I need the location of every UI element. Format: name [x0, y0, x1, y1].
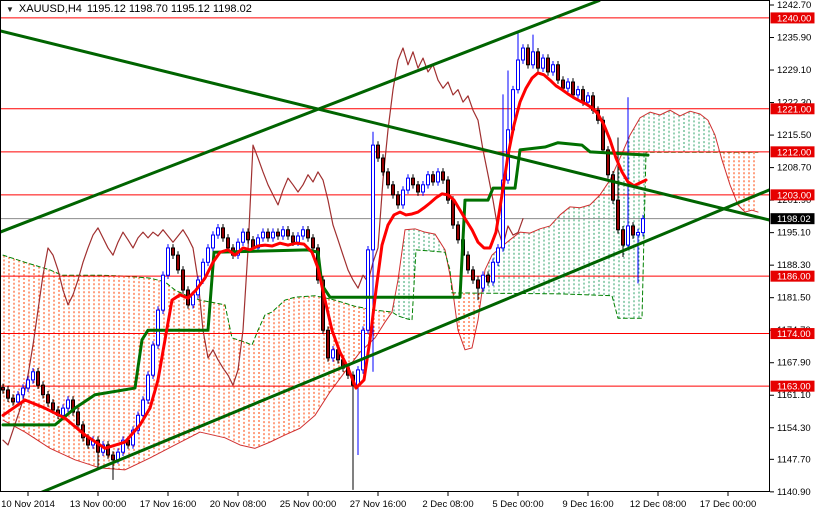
price-tick-label: 1188.30 [777, 260, 811, 271]
price-tick-label: 1208.70 [777, 163, 811, 174]
price-tick-label: 1147.70 [777, 454, 811, 465]
time-tick-label: 27 Nov 16:00 [350, 499, 407, 510]
price-tick-label: 1222.30 [777, 98, 811, 109]
price-tick-label: 1201.90 [777, 195, 811, 206]
price-level-badge-label: 1240.00 [777, 13, 811, 24]
time-tick-label: 2 Dec 08:00 [422, 499, 473, 510]
price-level-badge [770, 103, 815, 115]
time-tick-label: 13 Nov 00:00 [70, 499, 127, 510]
price-level-badge [770, 12, 815, 24]
time-tick-label: 10 Nov 2014 [1, 499, 55, 510]
price-level-badge-label: 1212.00 [777, 147, 811, 158]
time-tick-label: 12 Dec 08:00 [630, 499, 687, 510]
trend-line [0, 29, 770, 222]
ohlc-values-label: 1195.12 1198.70 1195.12 1198.02 [86, 3, 252, 15]
price-level-badge [770, 328, 815, 340]
trend-line [0, 0, 601, 234]
price-tick-label: 1161.10 [777, 390, 811, 401]
time-tick-label: 5 Dec 00:00 [492, 499, 543, 510]
price-level-badge-label: 1221.00 [777, 104, 811, 115]
kijun-sen-line [1, 141, 650, 427]
senkou-span-b-line [2, 151, 759, 346]
time-tick-label: 17 Nov 16:00 [140, 499, 197, 510]
chikou-span-line [2, 47, 524, 446]
chart-title-bar: ▼ XAUUSD,H4 1195.12 1198.70 1195.12 1198… [6, 3, 252, 15]
price-axis[interactable]: 1242.70 1235.90 1229.10 1222.30 1215.50 1208.… [770, 0, 815, 498]
symbol-timeframe-label: XAUUSD,H4 [18, 3, 82, 15]
price-level-badge-label: 1163.00 [777, 382, 811, 393]
price-tick-label: 1215.50 [777, 130, 811, 141]
price-level-badge-label: 1186.00 [777, 272, 811, 283]
price-level-badge [770, 270, 815, 282]
symbol-dropdown-icon[interactable]: ▼ [6, 4, 14, 14]
price-tick-label: 1235.90 [777, 33, 811, 44]
price-level-badge [770, 380, 815, 392]
current-price-badge [770, 213, 815, 225]
current-price-badge-label: 1198.02 [777, 214, 811, 225]
trend-line [38, 188, 770, 492]
plot-border [0, 0, 770, 492]
price-level-badge [770, 189, 815, 201]
time-axis[interactable]: 10 Nov 2014 13 Nov 00:00 17 Nov 16:00 20 No… [1, 492, 756, 510]
time-tick-label: 20 Nov 08:00 [210, 499, 267, 510]
price-tick-label: 1229.10 [777, 65, 811, 76]
price-tick-label: 1154.30 [777, 423, 811, 434]
price-tick-label: 1167.90 [777, 358, 811, 369]
price-tick-label: 1140.90 [777, 487, 811, 498]
time-tick-label: 25 Nov 00:00 [280, 499, 337, 510]
time-tick-label: 17 Dec 00:00 [700, 499, 757, 510]
price-level-badge [770, 146, 815, 158]
price-level-badge-label: 1203.00 [777, 190, 811, 201]
price-tick-label: 1195.10 [777, 228, 811, 239]
time-tick-label: 9 Dec 16:00 [562, 499, 613, 510]
price-tick-label: 1181.50 [777, 293, 811, 304]
plot-area[interactable] [0, 0, 815, 497]
price-level-badge-label: 1174.00 [777, 329, 811, 340]
price-tick-label: 1242.70 [777, 0, 811, 11]
tenkan-sen-line [1, 71, 648, 450]
